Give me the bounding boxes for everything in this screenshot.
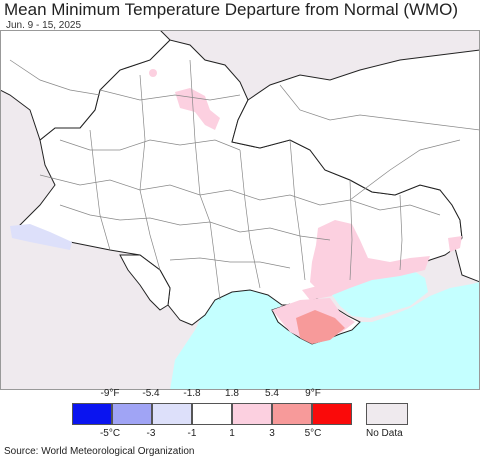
legend-swatch-6 bbox=[272, 403, 312, 425]
legend-tick-c-3: -1 bbox=[187, 428, 197, 439]
legend-swatch-4 bbox=[192, 403, 232, 425]
warm-patch-north bbox=[175, 88, 220, 130]
legend-swatch-5 bbox=[232, 403, 272, 425]
warm-patch-coast bbox=[302, 284, 332, 300]
legend-swatch-2 bbox=[112, 403, 152, 425]
warm-patch-dot bbox=[149, 69, 157, 77]
legend-tick-c-4: 1 bbox=[229, 428, 235, 439]
warm-patch-east-edge bbox=[448, 236, 462, 252]
oblast-borders bbox=[9, 59, 480, 301]
date-range: Jun. 9 - 15, 2025 bbox=[6, 20, 82, 31]
source-credit: Source: World Meteorological Organizatio… bbox=[4, 446, 195, 457]
page-title: Mean Minimum Temperature Departure from … bbox=[4, 0, 459, 19]
legend-tick-c-2: -3 bbox=[146, 428, 156, 439]
color-legend: -9°F -5.4 -1.8 1.8 5.4 9°F -5°C -3 -1 1 … bbox=[0, 388, 480, 444]
legend-tick-f-6: 9°F bbox=[305, 388, 321, 399]
legend-tick-c-5: 3 bbox=[269, 428, 275, 439]
legend-tick-c-6: 5°C bbox=[304, 428, 322, 439]
legend-nodata-label: No Data bbox=[366, 428, 403, 439]
moldova-land bbox=[119, 254, 171, 311]
legend-tick-f-2: -5.4 bbox=[142, 388, 160, 399]
legend-swatch-7 bbox=[312, 403, 352, 425]
legend-tick-c-1: -5°C bbox=[99, 428, 121, 439]
russia-land bbox=[231, 49, 480, 283]
belarus-land bbox=[0, 30, 171, 141]
legend-nodata-swatch bbox=[366, 403, 408, 425]
legend-swatch-3 bbox=[152, 403, 192, 425]
legend-swatch-1 bbox=[72, 403, 112, 425]
legend-tick-f-5: 5.4 bbox=[265, 388, 279, 399]
warm-patch-east bbox=[310, 220, 430, 296]
legend-tick-f-3: -1.8 bbox=[183, 388, 201, 399]
cool-patch-west bbox=[10, 224, 72, 250]
legend-tick-f-4: 1.8 bbox=[225, 388, 239, 399]
warm-patch-crimea bbox=[296, 310, 345, 344]
legend-tick-f-1: -9°F bbox=[100, 388, 120, 399]
temperature-map bbox=[0, 30, 480, 390]
